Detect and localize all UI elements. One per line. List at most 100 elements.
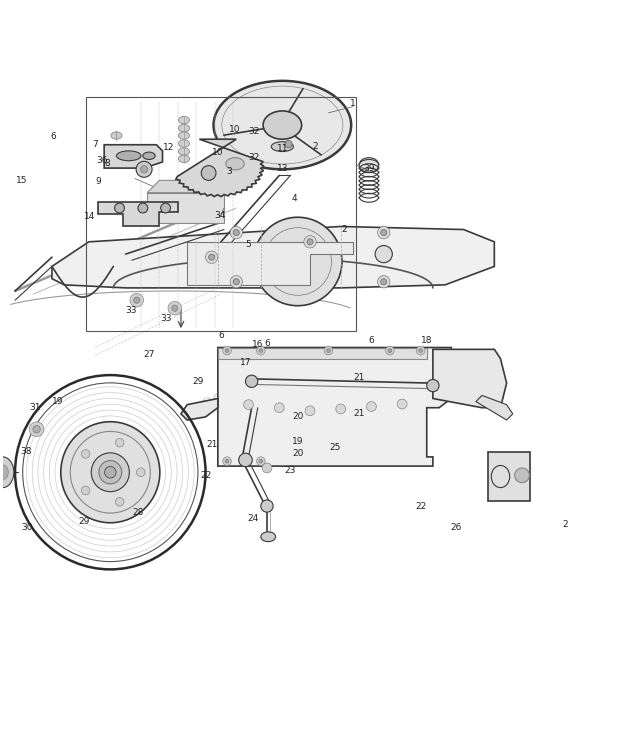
- Bar: [86, 97, 356, 331]
- Circle shape: [29, 421, 44, 437]
- Ellipse shape: [179, 116, 190, 124]
- Polygon shape: [98, 202, 178, 226]
- Text: 31: 31: [30, 403, 41, 412]
- Text: 10: 10: [212, 149, 224, 158]
- Circle shape: [136, 468, 145, 477]
- Circle shape: [138, 203, 148, 213]
- Text: 27: 27: [143, 350, 155, 359]
- Circle shape: [161, 203, 171, 213]
- Ellipse shape: [105, 467, 116, 478]
- Text: 25: 25: [329, 443, 340, 452]
- Ellipse shape: [272, 142, 293, 152]
- Circle shape: [206, 251, 218, 263]
- Ellipse shape: [263, 111, 301, 139]
- Circle shape: [257, 457, 265, 465]
- Circle shape: [305, 406, 315, 415]
- Text: 33: 33: [160, 314, 171, 323]
- Circle shape: [427, 379, 439, 392]
- Circle shape: [233, 229, 239, 236]
- Circle shape: [136, 161, 152, 177]
- Polygon shape: [187, 242, 353, 285]
- Text: 23: 23: [285, 466, 296, 475]
- Circle shape: [257, 346, 265, 355]
- Polygon shape: [104, 145, 162, 168]
- Text: 1: 1: [350, 99, 356, 108]
- Circle shape: [336, 404, 345, 414]
- Text: 24: 24: [248, 513, 259, 523]
- Circle shape: [208, 254, 215, 260]
- Text: 2: 2: [341, 225, 347, 234]
- Ellipse shape: [213, 81, 351, 170]
- Polygon shape: [218, 348, 451, 466]
- Circle shape: [304, 236, 316, 248]
- Circle shape: [223, 457, 231, 465]
- Circle shape: [381, 279, 387, 285]
- Text: 2: 2: [312, 142, 317, 151]
- Circle shape: [230, 226, 242, 239]
- Circle shape: [262, 463, 272, 473]
- Circle shape: [375, 246, 392, 262]
- Circle shape: [378, 226, 390, 239]
- Circle shape: [261, 500, 273, 512]
- Circle shape: [416, 346, 425, 355]
- Circle shape: [33, 425, 40, 433]
- Text: 9: 9: [95, 177, 101, 186]
- Circle shape: [327, 349, 330, 352]
- Circle shape: [285, 140, 292, 148]
- Text: 21: 21: [353, 409, 365, 418]
- Ellipse shape: [111, 132, 122, 139]
- Text: 30: 30: [22, 523, 33, 532]
- Polygon shape: [476, 395, 513, 420]
- Text: 17: 17: [240, 358, 251, 367]
- Text: 18: 18: [421, 336, 433, 345]
- Text: 29: 29: [79, 517, 90, 526]
- Text: 33: 33: [125, 306, 136, 315]
- Text: 3: 3: [226, 167, 232, 176]
- Text: 8: 8: [104, 158, 110, 167]
- Text: 34: 34: [214, 211, 225, 220]
- Text: 21: 21: [353, 372, 365, 382]
- Text: 6: 6: [218, 331, 224, 340]
- Circle shape: [418, 349, 422, 352]
- Circle shape: [223, 346, 231, 355]
- Polygon shape: [52, 226, 494, 288]
- Text: 32: 32: [248, 127, 259, 136]
- Text: 6: 6: [264, 339, 270, 348]
- Circle shape: [378, 276, 390, 288]
- Text: 7: 7: [92, 140, 98, 149]
- Text: 19: 19: [52, 397, 64, 406]
- Circle shape: [172, 305, 178, 311]
- Ellipse shape: [179, 132, 190, 139]
- Text: 26: 26: [451, 523, 462, 532]
- Ellipse shape: [0, 457, 14, 488]
- Text: 21: 21: [206, 440, 218, 449]
- Circle shape: [134, 297, 140, 303]
- Circle shape: [225, 459, 229, 463]
- Text: 28: 28: [132, 507, 144, 516]
- Text: 36: 36: [97, 155, 108, 164]
- Text: 19: 19: [292, 437, 303, 446]
- Text: 22: 22: [200, 470, 211, 480]
- Circle shape: [225, 349, 229, 352]
- Circle shape: [115, 438, 124, 447]
- Ellipse shape: [99, 461, 122, 484]
- Circle shape: [388, 349, 392, 352]
- Text: 6: 6: [50, 132, 56, 141]
- Circle shape: [307, 239, 313, 245]
- Ellipse shape: [179, 124, 190, 132]
- Circle shape: [140, 166, 148, 173]
- Ellipse shape: [179, 148, 190, 155]
- Circle shape: [230, 276, 242, 288]
- Circle shape: [259, 459, 263, 463]
- Text: 12: 12: [163, 143, 174, 152]
- Circle shape: [246, 375, 258, 388]
- Circle shape: [81, 449, 90, 458]
- Ellipse shape: [91, 453, 130, 492]
- Circle shape: [168, 302, 182, 315]
- Ellipse shape: [179, 155, 190, 163]
- Polygon shape: [218, 348, 427, 359]
- Text: 5: 5: [246, 241, 252, 250]
- Polygon shape: [147, 180, 236, 193]
- Text: 22: 22: [415, 501, 426, 510]
- Text: 6: 6: [368, 336, 374, 345]
